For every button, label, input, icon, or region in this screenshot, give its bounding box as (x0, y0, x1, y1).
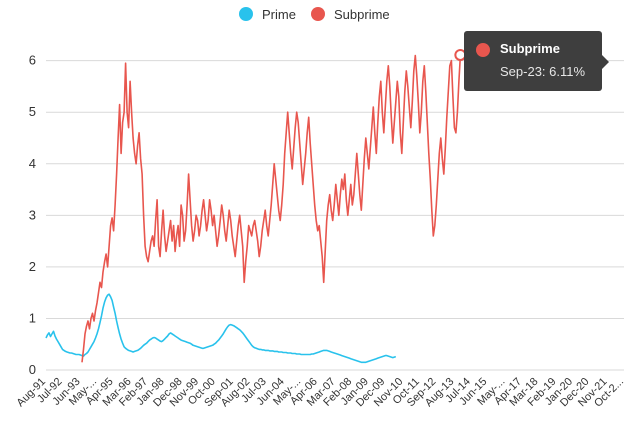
x-axis-ticks: Aug-91Jul-92Jun-93May-...Apr-95Mar-96Feb… (15, 376, 627, 410)
tooltip-series-name: Subprime (500, 41, 560, 56)
tooltip-arrow (602, 55, 609, 69)
y-tick-label-4: 4 (29, 156, 36, 171)
y-tick-label-0: 0 (29, 362, 36, 377)
y-tick-label-3: 3 (29, 207, 36, 222)
legend-label-subprime: Subprime (334, 7, 390, 22)
tooltip-value: Sep-23: 6.11% (500, 64, 586, 79)
y-tick-label-5: 5 (29, 104, 36, 119)
series-layer (45, 48, 467, 364)
legend-marker-subprime (311, 7, 325, 21)
series-line-prime[interactable] (45, 293, 397, 364)
grid (46, 60, 624, 371)
legend-item-prime[interactable]: Prime (239, 7, 296, 22)
tooltip-series-marker (476, 43, 490, 57)
legend-marker-prime (239, 7, 253, 21)
tooltip: Subprime Sep-23: 6.11% (464, 31, 609, 91)
legend-label-prime: Prime (262, 7, 296, 22)
y-axis-ticks: 0 1 2 3 4 5 6 (29, 53, 36, 377)
y-tick-label-1: 1 (29, 310, 36, 325)
y-tick-label-6: 6 (29, 53, 36, 68)
legend-item-subprime[interactable]: Subprime (311, 7, 390, 22)
legend: Prime Subprime (239, 7, 390, 22)
y-tick-label-2: 2 (29, 259, 36, 274)
series-line-subprime[interactable] (81, 54, 462, 363)
